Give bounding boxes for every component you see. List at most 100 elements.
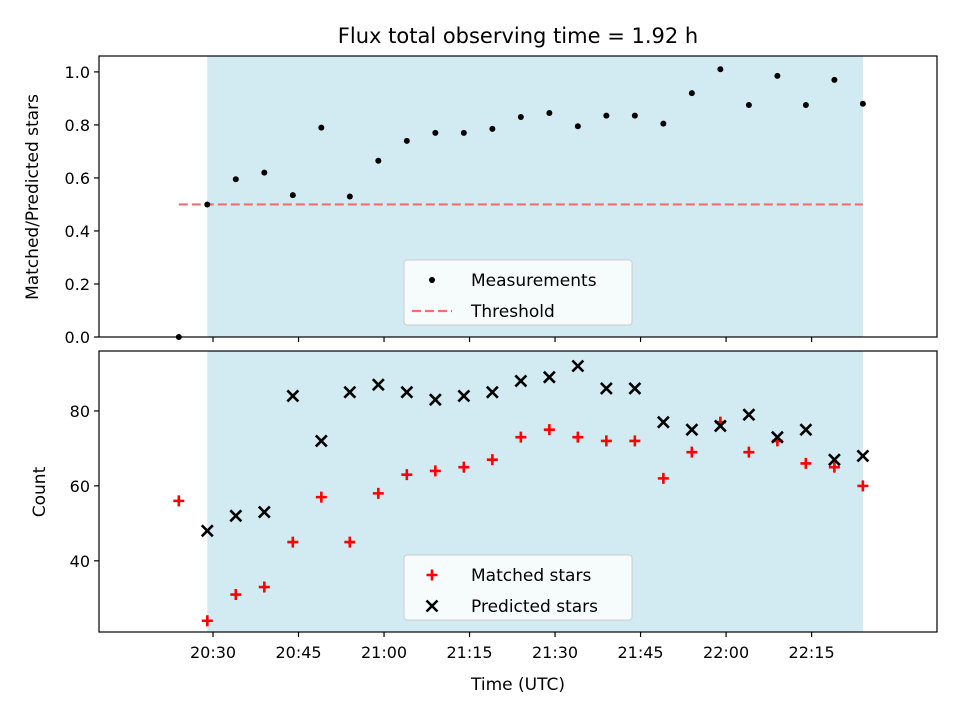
x-tick-label: 20:45 [275, 643, 321, 662]
legend-box [403, 259, 633, 326]
legend-label: Matched stars [471, 566, 591, 586]
data-point [289, 192, 296, 199]
data-point [318, 124, 325, 131]
y-tick-label: 0.8 [65, 116, 90, 135]
chart-title: Flux total observing time = 1.92 h [338, 24, 698, 48]
data-point [343, 385, 357, 399]
data-point [770, 430, 784, 444]
data-point [572, 431, 584, 443]
data-point [428, 393, 442, 407]
data-point [371, 378, 385, 392]
data-point [403, 137, 410, 144]
series-predicted-stars [200, 359, 870, 538]
data-point [489, 125, 496, 132]
data-point [201, 615, 213, 627]
data-point [656, 415, 670, 429]
data-point [400, 385, 414, 399]
legend: Matched stars Predicted stars [403, 554, 633, 621]
data-point [432, 129, 439, 136]
data-point [828, 461, 840, 473]
y-tick-label: 0.2 [65, 275, 90, 294]
data-point [800, 457, 812, 469]
x-tick-label: 21:45 [618, 643, 664, 662]
data-point [629, 435, 641, 447]
x-tick-label: 22:15 [789, 643, 835, 662]
data-point [603, 112, 610, 119]
data-point [631, 112, 638, 119]
data-point [515, 431, 527, 443]
legend-marker [425, 599, 439, 613]
bottom-panel: 40 60 80 20:30 20:45 21:00 21:15 21:30 21:45 22:0… [70, 350, 938, 662]
x-tick-label: 20:30 [190, 643, 236, 662]
data-point [204, 201, 211, 208]
axes-frame [98, 55, 938, 338]
data-point [200, 524, 214, 538]
data-point [261, 169, 268, 176]
data-point [802, 102, 809, 109]
data-point [258, 581, 270, 593]
data-point [657, 472, 669, 484]
legend-marker [426, 569, 438, 581]
data-point [229, 509, 243, 523]
data-point [745, 102, 752, 109]
data-point [831, 76, 838, 83]
data-point [857, 480, 869, 492]
data-point [742, 408, 756, 422]
data-point [599, 382, 613, 395]
data-point [344, 536, 356, 548]
legend: Measurements Threshold [403, 259, 633, 326]
series-measurements [175, 66, 866, 340]
y-tick-label: 80 [70, 402, 90, 421]
data-point [856, 449, 870, 463]
y-tick-label: 0.0 [65, 328, 90, 347]
data-point [460, 129, 467, 136]
data-point [517, 113, 524, 120]
data-point [686, 446, 698, 458]
top-panel: 0.0 0.2 0.4 0.6 0.8 1.0 Measurements Threshold [65, 55, 938, 347]
legend-box [403, 554, 633, 621]
y-tick-label: 40 [70, 552, 90, 571]
x-axis-label: Time (UTC) [470, 675, 565, 695]
data-point [628, 382, 642, 395]
y-tick-label: 0.6 [65, 169, 90, 188]
data-point [486, 454, 498, 466]
data-point [257, 505, 271, 519]
data-point [286, 389, 300, 403]
axes-frame [98, 350, 938, 633]
data-point [315, 491, 327, 503]
data-point [713, 419, 727, 433]
data-point [774, 72, 781, 79]
data-point [574, 123, 581, 130]
data-point [688, 90, 695, 97]
bottom-y-axis-label: Count [30, 466, 50, 517]
data-point [232, 176, 239, 183]
data-point [859, 100, 866, 107]
data-point [743, 446, 755, 458]
legend-marker [429, 277, 435, 283]
data-point [314, 434, 328, 448]
data-point [287, 536, 299, 548]
y-tick-label: 0.4 [65, 222, 90, 241]
data-point [799, 423, 813, 437]
data-point [230, 589, 242, 601]
top-y-axis-label: Matched/Predicted stars [23, 94, 43, 300]
data-point [401, 469, 413, 481]
data-point [346, 193, 353, 200]
data-point [375, 157, 382, 164]
data-point [173, 495, 185, 507]
y-tick-label: 60 [70, 477, 90, 496]
data-point [685, 423, 699, 437]
x-tick-label: 21:30 [532, 643, 578, 662]
legend-label: Predicted stars [471, 597, 598, 617]
data-point [514, 374, 528, 388]
data-point [458, 461, 470, 473]
data-point [660, 120, 667, 127]
data-point [827, 453, 841, 467]
legend-label: Measurements [471, 271, 597, 291]
data-point [372, 487, 384, 499]
x-tick-label: 21:15 [446, 643, 492, 662]
legend-label: Threshold [470, 302, 555, 322]
data-point [571, 359, 585, 373]
y-tick-label: 1.0 [65, 63, 90, 82]
